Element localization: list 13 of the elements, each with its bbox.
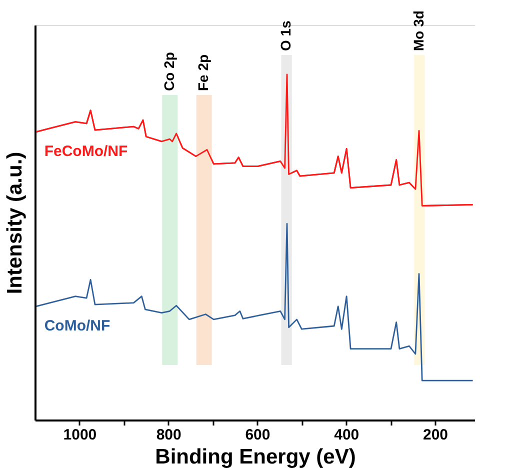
x-axis-title: Binding Energy (eV): [155, 446, 356, 468]
y-axis-title: Intensity (a.u.): [4, 152, 26, 294]
band-label: O 1s: [278, 20, 294, 51]
x-tick-label: 200: [422, 426, 448, 444]
x-tick-label: 600: [245, 426, 270, 444]
band-label: Fe 2p: [195, 54, 212, 91]
series-label: CoMo/NF: [44, 317, 110, 334]
x-tick-label: 400: [334, 426, 360, 444]
band-label: Co 2p: [160, 52, 177, 91]
x-tick-label: 800: [156, 426, 182, 444]
band-label: Mo 3d: [410, 10, 426, 51]
x-tick-label: 1000: [63, 426, 97, 444]
series-label: FeCoMo/NF: [44, 142, 128, 160]
